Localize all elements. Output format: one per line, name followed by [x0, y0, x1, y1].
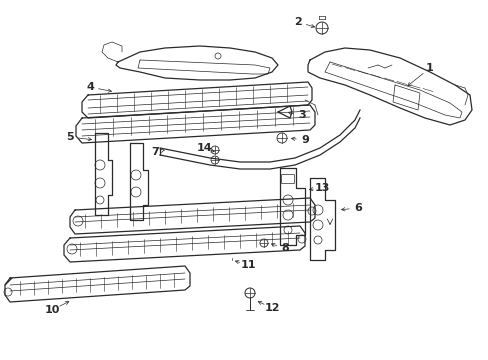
Text: 9: 9: [301, 135, 308, 145]
Text: 14: 14: [197, 143, 212, 153]
Text: 2: 2: [293, 17, 301, 27]
Text: 5: 5: [66, 132, 74, 142]
Text: 6: 6: [353, 203, 361, 213]
Text: 10: 10: [44, 305, 60, 315]
Text: 8: 8: [281, 243, 288, 253]
Text: 7: 7: [151, 147, 159, 157]
Text: 4: 4: [86, 82, 94, 92]
Text: 12: 12: [264, 303, 279, 313]
Text: 3: 3: [298, 110, 305, 120]
Text: 1: 1: [425, 63, 433, 73]
Text: 13: 13: [314, 183, 329, 193]
Text: 11: 11: [240, 260, 255, 270]
